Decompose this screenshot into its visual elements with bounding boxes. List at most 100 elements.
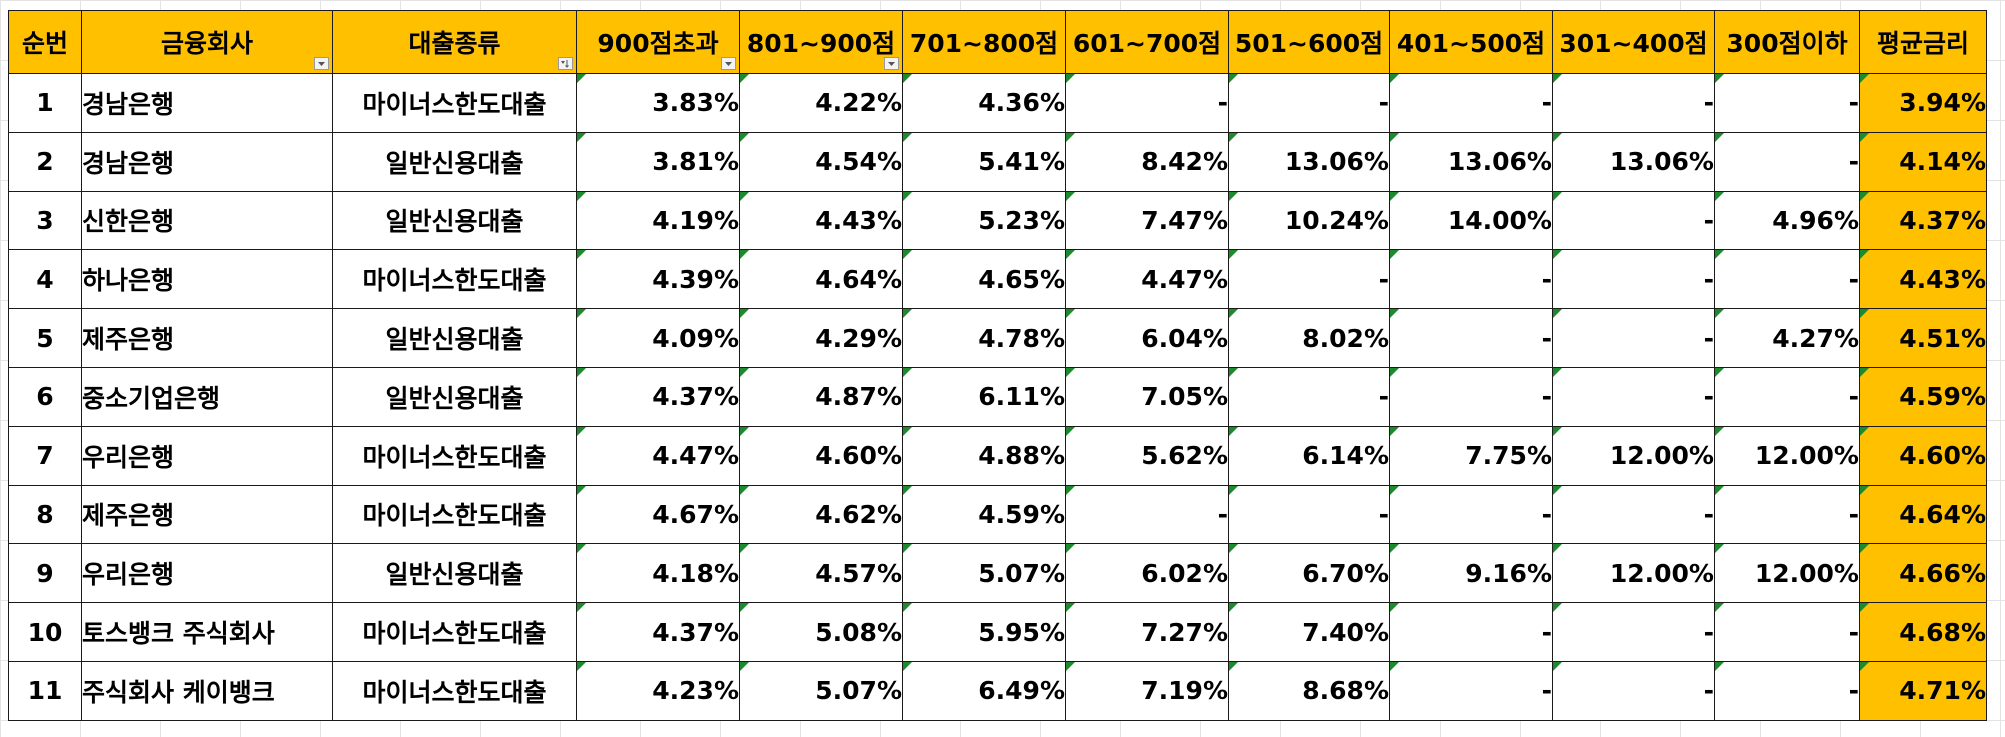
- average-rate-cell[interactable]: 4.64%: [1859, 484, 1987, 545]
- filter-dropdown-icon[interactable]: [884, 57, 899, 70]
- company-cell[interactable]: 경남은행: [81, 131, 333, 192]
- seq-cell[interactable]: 1: [8, 73, 82, 133]
- loan-type-cell[interactable]: 일반신용대출: [332, 190, 577, 251]
- average-rate-cell[interactable]: 4.51%: [1859, 308, 1987, 368]
- rate-801-900-cell[interactable]: 4.54%: [739, 131, 903, 192]
- rate-900-over-cell[interactable]: 4.37%: [576, 602, 740, 662]
- seq-cell[interactable]: 8: [8, 484, 82, 545]
- col-header-701-800[interactable]: 701~800점: [902, 10, 1066, 74]
- rate-601-700-cell[interactable]: 6.04%: [1065, 308, 1229, 368]
- rate-401-500-cell[interactable]: 7.75%: [1389, 425, 1553, 486]
- rate-300-under-cell[interactable]: -: [1714, 366, 1860, 427]
- rate-300-under-cell[interactable]: 12.00%: [1714, 543, 1860, 604]
- seq-cell[interactable]: 11: [8, 660, 82, 721]
- rate-501-600-cell[interactable]: 8.02%: [1228, 308, 1390, 368]
- rate-900-over-cell[interactable]: 4.39%: [576, 249, 740, 310]
- col-header-300-under[interactable]: 300점이하: [1714, 10, 1860, 74]
- average-rate-cell[interactable]: 4.37%: [1859, 190, 1987, 251]
- company-cell[interactable]: 경남은행: [81, 73, 333, 133]
- rate-301-400-cell[interactable]: -: [1552, 602, 1715, 662]
- rate-301-400-cell[interactable]: -: [1552, 366, 1715, 427]
- rate-301-400-cell[interactable]: -: [1552, 73, 1715, 133]
- rate-300-under-cell[interactable]: -: [1714, 484, 1860, 545]
- company-cell[interactable]: 제주은행: [81, 308, 333, 368]
- rate-501-600-cell[interactable]: 7.40%: [1228, 602, 1390, 662]
- company-cell[interactable]: 주식회사 케이뱅크: [81, 660, 333, 721]
- average-rate-cell[interactable]: 4.71%: [1859, 660, 1987, 721]
- rate-300-under-cell[interactable]: 4.96%: [1714, 190, 1860, 251]
- col-header-301-400[interactable]: 301~400점: [1552, 10, 1715, 74]
- rate-401-500-cell[interactable]: 14.00%: [1389, 190, 1553, 251]
- rate-900-over-cell[interactable]: 4.09%: [576, 308, 740, 368]
- rate-601-700-cell[interactable]: 7.05%: [1065, 366, 1229, 427]
- rate-601-700-cell[interactable]: 7.47%: [1065, 190, 1229, 251]
- rate-301-400-cell[interactable]: -: [1552, 660, 1715, 721]
- rate-401-500-cell[interactable]: -: [1389, 660, 1553, 721]
- rate-300-under-cell[interactable]: -: [1714, 660, 1860, 721]
- rate-801-900-cell[interactable]: 4.57%: [739, 543, 903, 604]
- rate-801-900-cell[interactable]: 4.22%: [739, 73, 903, 133]
- rate-701-800-cell[interactable]: 6.11%: [902, 366, 1066, 427]
- col-header-900-over[interactable]: 900점초과: [576, 10, 740, 74]
- average-rate-cell[interactable]: 4.66%: [1859, 543, 1987, 604]
- rate-501-600-cell[interactable]: -: [1228, 366, 1390, 427]
- rate-300-under-cell[interactable]: -: [1714, 602, 1860, 662]
- company-cell[interactable]: 우리은행: [81, 543, 333, 604]
- loan-type-cell[interactable]: 일반신용대출: [332, 308, 577, 368]
- rate-501-600-cell[interactable]: -: [1228, 73, 1390, 133]
- average-rate-cell[interactable]: 4.60%: [1859, 425, 1987, 486]
- rate-801-900-cell[interactable]: 4.87%: [739, 366, 903, 427]
- rate-501-600-cell[interactable]: 6.70%: [1228, 543, 1390, 604]
- rate-601-700-cell[interactable]: 8.42%: [1065, 131, 1229, 192]
- rate-401-500-cell[interactable]: -: [1389, 602, 1553, 662]
- loan-type-cell[interactable]: 마이너스한도대출: [332, 249, 577, 310]
- rate-801-900-cell[interactable]: 4.43%: [739, 190, 903, 251]
- rate-501-600-cell[interactable]: 8.68%: [1228, 660, 1390, 721]
- rate-300-under-cell[interactable]: 4.27%: [1714, 308, 1860, 368]
- loan-type-cell[interactable]: 마이너스한도대출: [332, 602, 577, 662]
- rate-701-800-cell[interactable]: 5.41%: [902, 131, 1066, 192]
- seq-cell[interactable]: 3: [8, 190, 82, 251]
- seq-cell[interactable]: 9: [8, 543, 82, 604]
- seq-cell[interactable]: 7: [8, 425, 82, 486]
- rate-401-500-cell[interactable]: -: [1389, 73, 1553, 133]
- col-header-seq[interactable]: 순번: [8, 10, 82, 74]
- col-header-average-rate[interactable]: 평균금리: [1859, 10, 1987, 74]
- rate-401-500-cell[interactable]: 9.16%: [1389, 543, 1553, 604]
- loan-type-cell[interactable]: 마이너스한도대출: [332, 425, 577, 486]
- rate-701-800-cell[interactable]: 4.88%: [902, 425, 1066, 486]
- company-cell[interactable]: 중소기업은행: [81, 366, 333, 427]
- rate-701-800-cell[interactable]: 5.23%: [902, 190, 1066, 251]
- rate-501-600-cell[interactable]: -: [1228, 249, 1390, 310]
- rate-601-700-cell[interactable]: 5.62%: [1065, 425, 1229, 486]
- rate-300-under-cell[interactable]: 12.00%: [1714, 425, 1860, 486]
- rate-301-400-cell[interactable]: -: [1552, 308, 1715, 368]
- rate-501-600-cell[interactable]: 6.14%: [1228, 425, 1390, 486]
- rate-601-700-cell[interactable]: 4.47%: [1065, 249, 1229, 310]
- rate-501-600-cell[interactable]: 13.06%: [1228, 131, 1390, 192]
- col-header-601-700[interactable]: 601~700점: [1065, 10, 1229, 74]
- rate-900-over-cell[interactable]: 4.67%: [576, 484, 740, 545]
- rate-701-800-cell[interactable]: 6.49%: [902, 660, 1066, 721]
- filter-dropdown-icon[interactable]: [314, 57, 329, 70]
- rate-900-over-cell[interactable]: 4.23%: [576, 660, 740, 721]
- company-cell[interactable]: 신한은행: [81, 190, 333, 251]
- seq-cell[interactable]: 5: [8, 308, 82, 368]
- company-cell[interactable]: 우리은행: [81, 425, 333, 486]
- col-header-801-900[interactable]: 801~900점: [739, 10, 903, 74]
- rate-501-600-cell[interactable]: -: [1228, 484, 1390, 545]
- company-cell[interactable]: 제주은행: [81, 484, 333, 545]
- average-rate-cell[interactable]: 4.14%: [1859, 131, 1987, 192]
- rate-900-over-cell[interactable]: 3.81%: [576, 131, 740, 192]
- seq-cell[interactable]: 4: [8, 249, 82, 310]
- rate-301-400-cell[interactable]: -: [1552, 190, 1715, 251]
- rate-401-500-cell[interactable]: -: [1389, 249, 1553, 310]
- average-rate-cell[interactable]: 4.43%: [1859, 249, 1987, 310]
- loan-type-cell[interactable]: 일반신용대출: [332, 543, 577, 604]
- col-header-401-500[interactable]: 401~500점: [1389, 10, 1553, 74]
- rate-900-over-cell[interactable]: 4.37%: [576, 366, 740, 427]
- seq-cell[interactable]: 10: [8, 602, 82, 662]
- company-cell[interactable]: 토스뱅크 주식회사: [81, 602, 333, 662]
- rate-701-800-cell[interactable]: 4.78%: [902, 308, 1066, 368]
- rate-401-500-cell[interactable]: -: [1389, 366, 1553, 427]
